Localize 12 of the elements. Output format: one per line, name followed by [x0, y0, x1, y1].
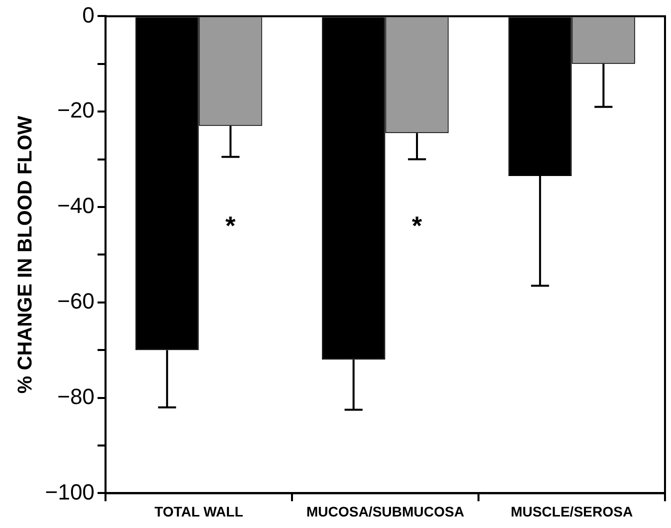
y-axis-title: % CHANGE IN BLOOD FLOW	[14, 116, 37, 394]
y-tick-label: −80	[57, 384, 95, 409]
x-tick-label: TOTAL WALL	[154, 503, 244, 520]
x-tick-label: MUCOSA/SUBMUCOSA	[306, 503, 464, 520]
x-tick-label: MUSCLE/SEROSA	[510, 503, 633, 520]
y-tick-label: −100	[44, 479, 95, 504]
y-tick-label: 0	[82, 2, 95, 28]
annotation: *	[225, 210, 236, 240]
y-tick-label: −60	[57, 288, 95, 314]
y-tick-label: −20	[57, 98, 95, 123]
annotation: *	[412, 210, 423, 240]
y-tick-label: −40	[57, 193, 95, 218]
